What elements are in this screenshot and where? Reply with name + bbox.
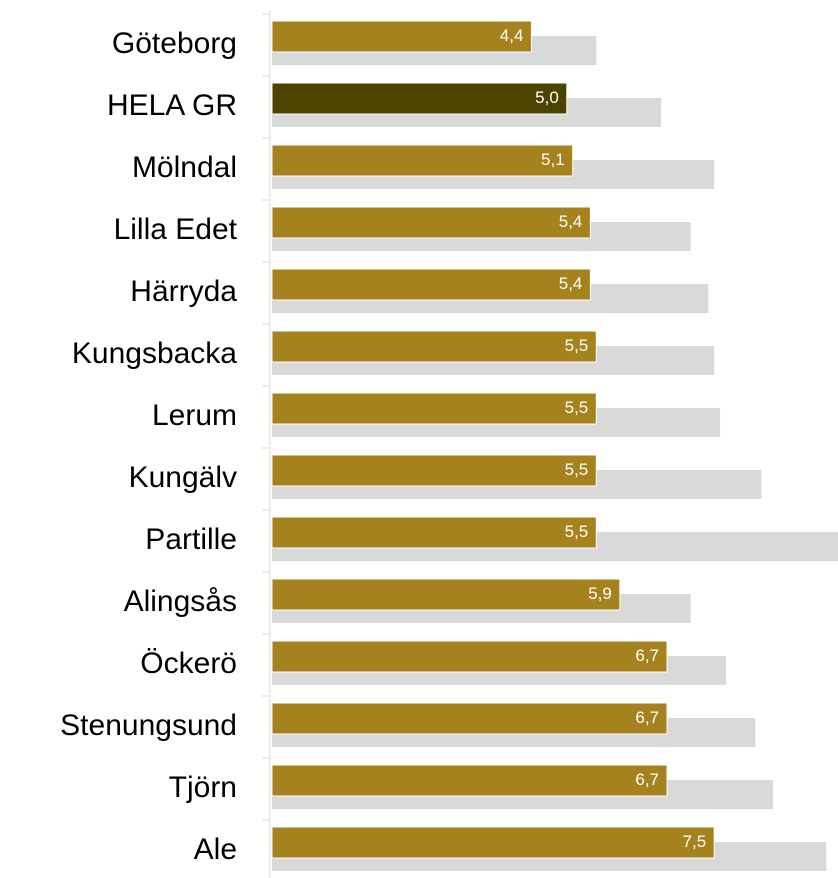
value-label: 7,5 [683,832,707,851]
value-label: 5,5 [565,460,589,479]
bar [271,578,621,611]
bar [271,826,715,859]
category-label: Kungsbacka [72,337,237,370]
category-label: Göteborg [112,27,237,60]
bar [271,268,591,301]
category-label: Partille [145,523,237,556]
value-label: 6,7 [635,770,659,789]
bar [271,764,668,797]
value-label: 5,4 [559,212,583,231]
bar [271,330,597,363]
value-label: 5,5 [565,522,589,541]
value-label: 5,0 [535,88,559,107]
value-label: 6,7 [635,708,659,727]
value-label: 5,5 [565,336,589,355]
bar [271,392,597,425]
bar [271,20,532,53]
category-label: Lerum [152,399,237,432]
category-label: Lilla Edet [114,213,238,246]
category-label: Tjörn [169,771,237,804]
category-label: Kungälv [129,461,237,494]
value-label: 6,7 [635,646,659,665]
bar [271,144,574,177]
category-label: Mölndal [132,151,237,184]
category-label: Stenungsund [60,709,237,742]
category-label: Härryda [130,275,237,308]
bar [271,454,597,487]
bar [271,82,568,115]
value-label: 5,1 [541,150,565,169]
bar [271,702,668,735]
value-label: 5,9 [588,584,612,603]
value-label: 5,4 [559,274,583,293]
value-label: 5,5 [565,398,589,417]
category-label: Ale [194,833,237,866]
value-label: 4,4 [500,26,524,45]
category-label: HELA GR [107,89,237,122]
category-label: Öckerö [140,647,237,680]
bar [271,640,668,673]
bar [271,516,597,549]
category-label: Alingsås [124,585,237,618]
bar [271,206,591,239]
